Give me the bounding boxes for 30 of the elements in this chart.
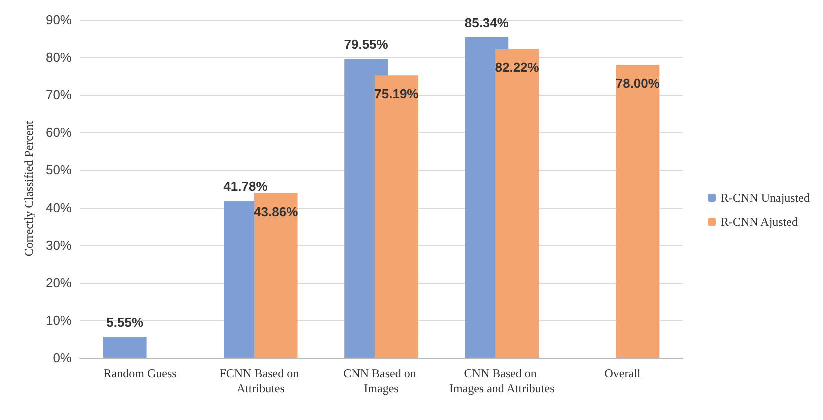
legend-label: R-CNN Unajusted	[721, 191, 810, 205]
bar	[103, 337, 147, 358]
y-axis-title: Correctly Classified Percent	[22, 120, 36, 257]
data-label: 75.19%	[374, 86, 420, 102]
y-tick-label: 50%	[46, 162, 72, 178]
y-tick-label: 80%	[46, 50, 72, 66]
y-tick-label: 30%	[46, 238, 72, 253]
x-tick-label: CNN Based on Images and Attributes	[449, 366, 556, 396]
x-tick-label: FCNN Based on Attributes	[220, 366, 302, 396]
x-tick-label: Overall	[604, 366, 642, 380]
data-label: 79.55%	[344, 37, 389, 52]
bar	[496, 49, 540, 358]
y-tick-label: 70%	[46, 88, 72, 103]
y-tick-label: 10%	[46, 312, 72, 328]
data-label: 41.78%	[224, 179, 268, 194]
x-tick-label: CNN Based on Images	[344, 366, 420, 396]
y-tick-label: 60%	[46, 125, 72, 140]
y-tick-label: 20%	[46, 275, 72, 290]
data-label: 43.86%	[254, 204, 299, 220]
data-label: 82.22%	[495, 60, 540, 76]
x-tick-label: Random Guess	[104, 366, 178, 380]
bar	[254, 193, 298, 358]
data-label: 85.34%	[464, 16, 510, 30]
y-tick-label: 90%	[46, 12, 72, 28]
bar	[374, 76, 418, 358]
y-tick-label: 0%	[53, 350, 72, 366]
legend-label: R-CNN Ajusted	[721, 215, 798, 229]
y-tick-label: 40%	[46, 200, 72, 216]
data-label: 5.55%	[106, 315, 144, 330]
bar	[616, 65, 660, 358]
